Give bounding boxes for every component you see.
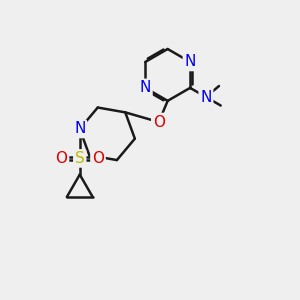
Text: N: N xyxy=(200,89,212,104)
Text: N: N xyxy=(140,80,151,95)
Text: S: S xyxy=(75,151,85,166)
Text: O: O xyxy=(56,151,68,166)
Text: O: O xyxy=(92,151,104,166)
Text: N: N xyxy=(184,55,196,70)
Text: O: O xyxy=(153,115,165,130)
Text: N: N xyxy=(74,122,85,136)
